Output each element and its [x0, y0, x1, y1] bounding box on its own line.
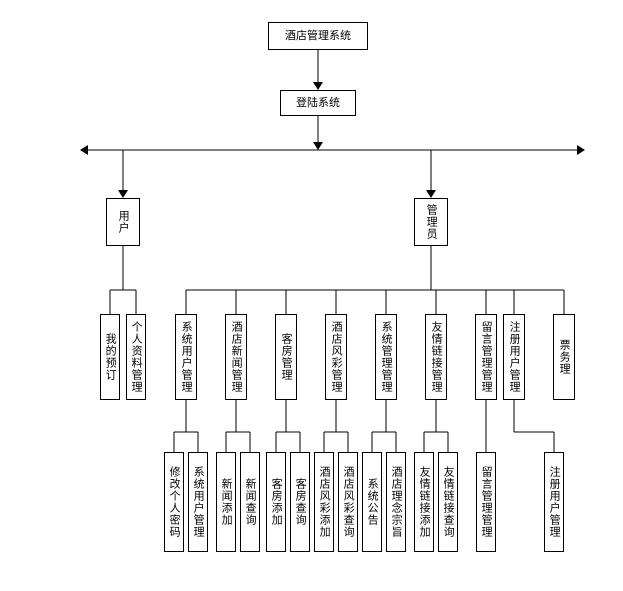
- admin-child-node: 系统管理管理: [375, 314, 397, 400]
- leaf-node: 新闻添加: [216, 452, 236, 552]
- role-user-node: 用户: [106, 198, 140, 246]
- leaf-node: 留言管理管理: [476, 452, 496, 552]
- arrow-left-icon: [80, 145, 88, 155]
- arrow-down-icon: [313, 82, 323, 90]
- leaf-node: 系统用户管理: [188, 452, 208, 552]
- leaf-node: 修改个人密码: [164, 452, 184, 552]
- leaf-node: 客房查询: [290, 452, 310, 552]
- arrow-down-icon: [118, 190, 128, 198]
- admin-child-node: 留言管理管理: [475, 314, 497, 400]
- admin-child-node: 友情链接管理: [425, 314, 447, 400]
- leaf-node: 新闻查询: [240, 452, 260, 552]
- leaf-node: 客房添加: [266, 452, 286, 552]
- root-node: 酒店管理系统: [268, 22, 368, 50]
- admin-child-node: 客房管理: [275, 314, 297, 400]
- admin-child-node: 酒店风彩管理: [325, 314, 347, 400]
- admin-child-node: 注册用户管理: [503, 314, 525, 400]
- admin-child-node: 酒店新闻管理: [225, 314, 247, 400]
- leaf-node: 酒店风彩查询: [338, 452, 358, 552]
- user-child-node: 我的预订: [100, 314, 120, 400]
- login-node: 登陆系统: [280, 90, 356, 116]
- leaf-node: 注册用户管理: [544, 452, 564, 552]
- admin-child-node: 系统用户管理: [175, 314, 197, 400]
- org-chart: 酒店管理系统 登陆系统 用户 管理员 我的预订个人资料管理系统用户管理酒店新闻管…: [0, 0, 623, 591]
- leaf-node: 酒店风彩添加: [314, 452, 334, 552]
- leaf-node: 酒店理念宗旨: [386, 452, 406, 552]
- role-admin-node: 管理员: [414, 198, 448, 246]
- arrow-right-icon: [577, 145, 585, 155]
- admin-child-node: 票务理: [553, 314, 575, 400]
- leaf-node: 友情链接查询: [438, 452, 458, 552]
- leaf-node: 系统公告: [362, 452, 382, 552]
- connector-lines: [0, 0, 623, 591]
- leaf-node: 友情链接添加: [414, 452, 434, 552]
- arrow-down-icon: [313, 142, 323, 150]
- arrow-down-icon: [426, 190, 436, 198]
- user-child-node: 个人资料管理: [126, 314, 146, 400]
